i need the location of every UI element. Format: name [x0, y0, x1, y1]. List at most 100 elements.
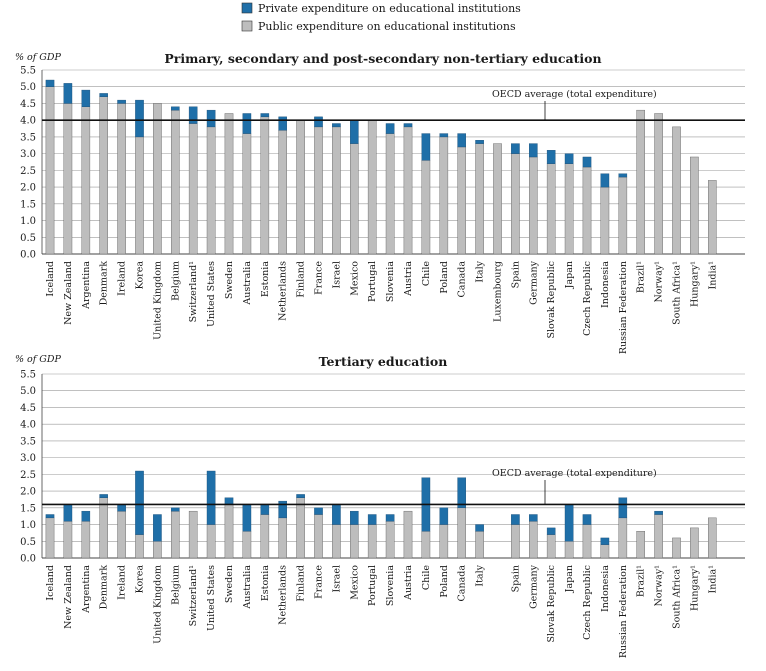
bar-private [99, 494, 108, 498]
bar-public [546, 163, 556, 255]
bar-public [170, 510, 180, 559]
bar-private [546, 150, 556, 164]
y-tick-label: 5.0 [20, 386, 36, 397]
bar-public [672, 537, 681, 559]
y-tick-label: 4.0 [20, 420, 36, 431]
bar-public [600, 544, 610, 559]
bar-public [45, 517, 55, 559]
bar-public [582, 166, 592, 255]
y-tick-label: 0.0 [20, 250, 36, 261]
x-category-label: United States [206, 565, 217, 631]
bar-private [242, 113, 252, 134]
x-category-label: Germany [528, 564, 539, 609]
y-tick-label: 4.5 [20, 99, 36, 110]
legend: Private expenditure on educational insti… [241, 2, 521, 33]
bar-public [296, 119, 305, 255]
x-category-label: Indonesia [600, 565, 611, 612]
y-tick-label: 1.5 [20, 503, 36, 514]
x-category-label: United States [206, 261, 217, 327]
bar-public [511, 153, 520, 255]
x-category-label: Korea [135, 261, 146, 290]
chart-title: Primary, secondary and post-secondary no… [164, 51, 601, 66]
bar-private [350, 510, 359, 525]
bar-public [457, 507, 467, 559]
legend-label-public: Public expenditure on educational instit… [258, 20, 516, 33]
bar-public [690, 527, 699, 559]
bar-public [170, 109, 180, 255]
y-tick-label: 5.5 [20, 370, 36, 381]
x-category-label: Switzerland¹ [188, 261, 199, 323]
y-tick-label: 3.0 [20, 149, 36, 160]
bar-private [314, 116, 323, 128]
bar-public [367, 119, 377, 255]
x-category-label: Hungary¹ [689, 565, 700, 611]
x-category-label: Switzerland¹ [188, 565, 199, 627]
x-category-label: India¹ [707, 261, 718, 290]
bar-private [529, 514, 538, 522]
bar-public [457, 146, 467, 255]
x-category-label: India¹ [707, 565, 718, 594]
bar-private [117, 99, 126, 104]
oecd-average-label: OECD average (total expenditure) [492, 468, 657, 479]
x-category-label: Slovenia [385, 261, 396, 302]
legend-swatch-public [241, 20, 253, 32]
x-category-label: Mexico [349, 565, 360, 600]
y-tick-label: 5.0 [20, 82, 36, 93]
bar-private [278, 500, 288, 519]
bar-public [242, 531, 252, 559]
y-tick-label: 0.0 [20, 554, 36, 565]
bar-public [511, 524, 520, 559]
x-category-label: Finland [296, 565, 307, 602]
bar-public [63, 521, 73, 559]
bar-private [546, 527, 556, 535]
x-category-label: Netherlands [278, 261, 289, 321]
bar-public [636, 531, 645, 559]
x-category-label: Argentina [81, 261, 92, 310]
x-category-label: Iceland [45, 565, 56, 601]
bar-private [421, 133, 431, 161]
bar-private [564, 153, 574, 164]
x-category-label: Portugal [367, 565, 378, 606]
bar-private [350, 119, 359, 144]
x-category-label: Ireland [117, 261, 128, 296]
bar-public [81, 521, 91, 559]
bar-public [350, 524, 359, 559]
x-category-label: Sweden [224, 261, 235, 299]
bar-public [260, 116, 270, 255]
bar-public [117, 510, 126, 559]
bar-public [690, 156, 699, 255]
bar-private [457, 477, 467, 509]
bar-public [63, 103, 73, 255]
x-category-label: Israel [331, 565, 342, 593]
bar-public [206, 126, 216, 255]
bar-private [117, 504, 126, 512]
x-category-label: Chile [421, 261, 432, 286]
bar-private [224, 497, 234, 505]
x-category-label: Poland [439, 261, 450, 294]
chart-title: Tertiary education [319, 354, 448, 369]
x-category-label: New Zealand [63, 261, 74, 325]
y-axis-unit-label: % of GDP [15, 52, 62, 63]
bar-private [260, 113, 270, 118]
x-category-label: Canada [457, 261, 468, 298]
x-category-label: Indonesia [600, 261, 611, 308]
bar-public [296, 497, 305, 559]
bar-public [618, 176, 628, 255]
bar-private [618, 497, 628, 519]
x-category-label: Russian Federation [618, 261, 629, 354]
oecd-average-label: OECD average (total expenditure) [492, 89, 657, 100]
bar-public [403, 126, 413, 255]
x-category-label: Australia [242, 261, 253, 306]
x-category-label: Mexico [349, 261, 360, 296]
bar-public [475, 143, 484, 255]
bar-public [332, 126, 341, 255]
bar-public [206, 524, 216, 559]
y-tick-label: 3.0 [20, 453, 36, 464]
x-category-label: France [314, 261, 325, 295]
bar-private [63, 504, 73, 522]
x-category-label: South Africa¹ [672, 565, 683, 629]
bar-public [421, 160, 431, 255]
bar-private [511, 143, 520, 154]
